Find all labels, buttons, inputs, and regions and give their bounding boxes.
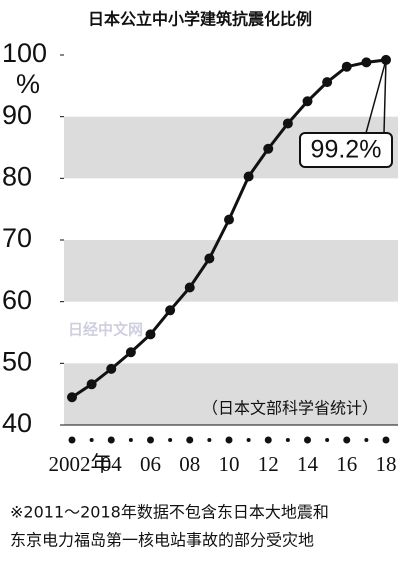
tick-dot	[68, 436, 76, 444]
leader	[383, 59, 387, 134]
x-tick-label: 2002年	[49, 452, 112, 476]
tick-dot	[207, 438, 212, 442]
x-tick-label: 08	[179, 452, 200, 476]
tick-dot	[364, 438, 369, 442]
x-tick-label: 10	[219, 452, 240, 476]
y-tick-label: 50	[2, 346, 32, 376]
point	[224, 214, 234, 225]
x-tick-label: 12	[258, 452, 279, 476]
point	[204, 253, 215, 264]
tick-dot	[343, 436, 351, 444]
point	[341, 61, 352, 72]
y-tick-label: 80	[2, 161, 32, 191]
tick-dot	[128, 438, 133, 442]
tick-dot	[325, 438, 330, 442]
tick-dot	[382, 436, 390, 444]
tick-dot	[168, 438, 173, 442]
y-tick-label: 70	[2, 223, 32, 253]
y-tick-label: 60	[2, 285, 32, 315]
leader	[365, 59, 387, 134]
point	[282, 118, 293, 129]
x-tick-label: 04	[101, 452, 123, 476]
source: （日本文部科学省统计）	[202, 399, 378, 418]
data-label: 99.2%	[311, 136, 382, 164]
y-tick-label: 40	[2, 408, 32, 438]
point	[106, 363, 117, 374]
y-tick-label: 90	[2, 100, 32, 130]
point	[322, 77, 333, 88]
label-box	[299, 132, 393, 168]
tick-dot	[147, 436, 154, 444]
tick-dot	[304, 436, 311, 444]
chart-title: 日本公立中小学建筑抗震化比例	[88, 10, 312, 29]
tick-dot	[186, 436, 194, 444]
point	[243, 171, 254, 182]
point	[302, 96, 313, 107]
point	[361, 57, 372, 68]
y-tick-label: 100	[2, 38, 47, 68]
x-tick-label: 14	[297, 452, 319, 476]
x-tick-label: 18	[376, 452, 397, 476]
watermark: 日经中文网	[68, 321, 143, 339]
point	[263, 143, 274, 154]
point	[125, 347, 136, 358]
y-axis-label: %	[16, 69, 40, 99]
tick-dot	[107, 436, 115, 444]
line	[71, 58, 387, 399]
point	[67, 392, 77, 403]
tick-dot	[246, 438, 251, 442]
x-tick-label: 06	[140, 452, 161, 476]
band	[64, 363, 398, 425]
tick-dot	[225, 436, 233, 444]
band	[64, 240, 398, 302]
point	[184, 282, 195, 293]
tick-dot	[89, 438, 94, 442]
note: 东京电力福岛第一核电站事故的部分受灾地	[10, 531, 314, 550]
note: ※2011～2018年数据不包含东日本大地震和	[10, 503, 329, 522]
tick-dot	[285, 438, 290, 442]
point	[145, 329, 156, 340]
point	[86, 379, 97, 390]
x-tick-label: 16	[336, 452, 357, 476]
tick-dot	[264, 436, 272, 444]
point	[165, 305, 176, 316]
